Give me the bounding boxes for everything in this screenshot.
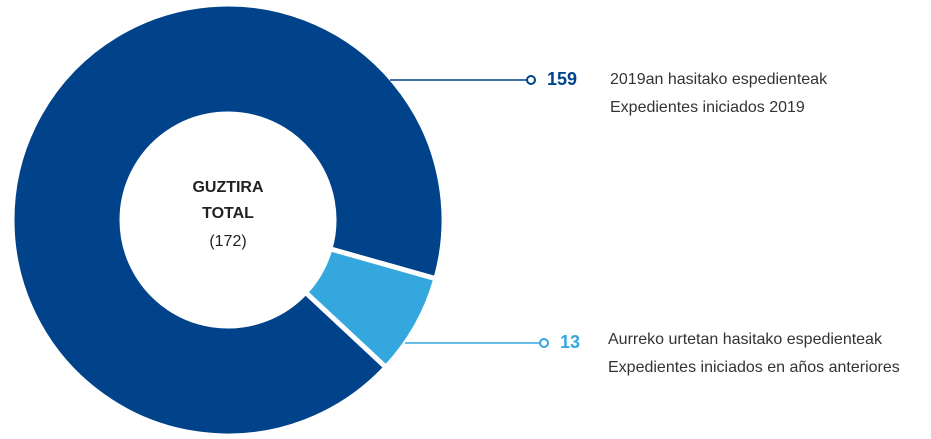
donut-slice [9, 1, 447, 439]
value-label: 13 [560, 332, 580, 352]
leader-dot [526, 75, 536, 85]
center-title: GUZTIRA [192, 179, 264, 196]
value-label: 159 [547, 69, 577, 89]
center-total: (172) [209, 233, 246, 250]
slice-label: Expedientes iniciados 2019 [610, 99, 805, 116]
center-title: TOTAL [202, 205, 254, 222]
donut-hole [124, 116, 332, 324]
slice-label: Aurreko urtetan hasitako espedienteak [608, 331, 883, 348]
leader-dot [539, 338, 549, 348]
slice-label: Expedientes iniciados en años anteriores [608, 359, 900, 376]
donut-slice [301, 245, 439, 371]
slice-label: 2019an hasitako espedienteak [610, 71, 828, 88]
